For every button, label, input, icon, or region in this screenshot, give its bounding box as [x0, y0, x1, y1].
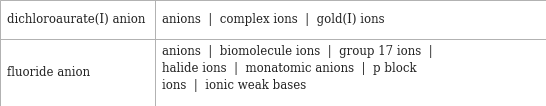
Text: anions  |  biomolecule ions  |  group 17 ions  |
halide ions  |  monatomic anion: anions | biomolecule ions | group 17 ion… — [162, 45, 432, 92]
Text: fluoride anion: fluoride anion — [7, 66, 90, 79]
Text: dichloroaurate(I) anion: dichloroaurate(I) anion — [7, 13, 145, 26]
Text: anions  |  complex ions  |  gold(I) ions: anions | complex ions | gold(I) ions — [162, 13, 384, 26]
